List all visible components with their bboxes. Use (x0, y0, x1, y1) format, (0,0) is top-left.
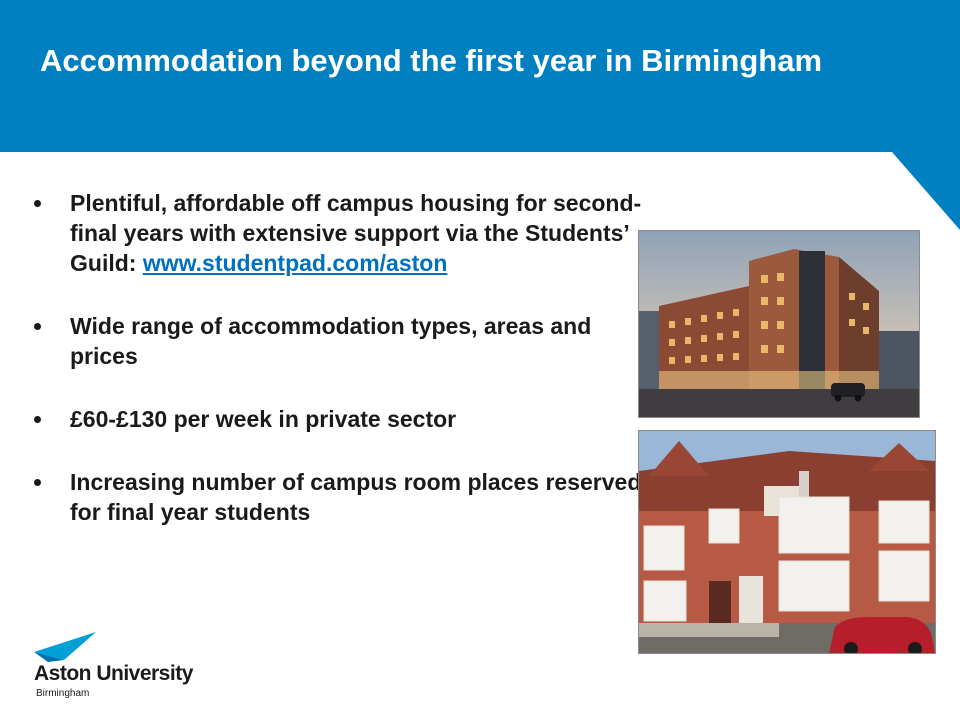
bullet-item: Wide range of accommodation types, areas… (32, 311, 642, 371)
logo-city: Birmingham (36, 688, 90, 699)
bullet-text: Increasing number of campus room places … (70, 469, 642, 525)
photo-student-residence (638, 230, 920, 418)
bullet-text: Wide range of accommodation types, areas… (70, 313, 592, 369)
bullet-text: Plentiful, affordable off campus housing… (70, 190, 642, 276)
bullet-dot-icon (34, 323, 41, 330)
bullet-dot-icon (34, 479, 41, 486)
aston-university-logo: Aston University Birmingham (34, 632, 204, 704)
bullet-item: Increasing number of campus room places … (32, 467, 642, 527)
aston-logo-mark-icon (34, 632, 96, 662)
bullet-list: Plentiful, affordable off campus housing… (32, 188, 642, 560)
header-band (0, 0, 960, 230)
studentpad-link[interactable]: www.studentpad.com/aston (142, 250, 448, 276)
logo-wordmark: Aston University (34, 662, 193, 685)
photo-terraced-houses (638, 430, 936, 654)
bullet-dot-icon (34, 416, 41, 423)
bullet-item: Plentiful, affordable off campus housing… (32, 188, 642, 278)
bullet-text: £60-£130 per week in private sector (70, 406, 457, 432)
bullet-item: £60-£130 per week in private sector (32, 404, 642, 434)
bullet-dot-icon (34, 200, 41, 207)
slide-title: Accommodation beyond the first year in B… (40, 43, 823, 78)
